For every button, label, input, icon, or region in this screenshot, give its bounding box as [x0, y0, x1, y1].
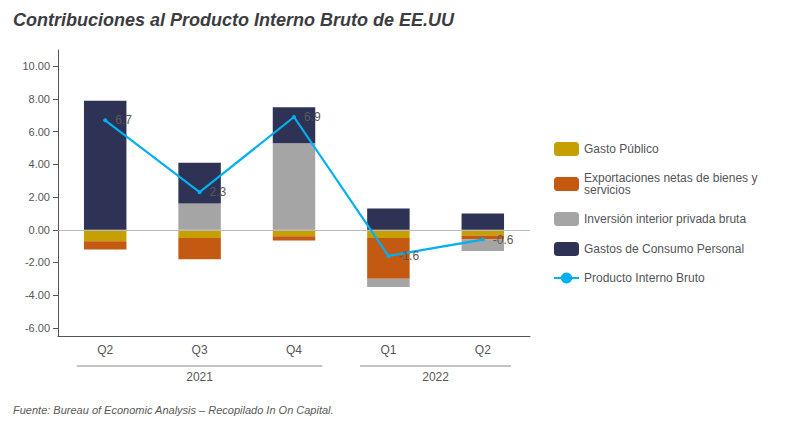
- svg-text:Gasto Público: Gasto Público: [584, 142, 659, 156]
- svg-text:6.7: 6.7: [115, 113, 132, 127]
- svg-text:2022: 2022: [422, 370, 449, 384]
- svg-text:Producto Interno Bruto: Producto Interno Bruto: [584, 271, 705, 285]
- svg-text:-6.00: -6.00: [25, 322, 50, 334]
- svg-text:2.3: 2.3: [210, 185, 227, 199]
- svg-text:-0.6: -0.6: [493, 233, 514, 247]
- svg-text:-4.00: -4.00: [25, 289, 50, 301]
- svg-text:Contribuciones al Producto Int: Contribuciones al Producto Interno Bruto…: [13, 10, 455, 30]
- svg-text:Gastos de Consumo Personal: Gastos de Consumo Personal: [584, 242, 744, 256]
- svg-text:0.00: 0.00: [29, 224, 50, 236]
- svg-text:Q2: Q2: [97, 343, 113, 357]
- svg-text:2021: 2021: [186, 370, 213, 384]
- svg-text:8.00: 8.00: [29, 93, 50, 105]
- svg-text:Exportaciones netas de bienes: Exportaciones netas de bienes y: [584, 171, 758, 185]
- svg-text:Inversión interior privada bru: Inversión interior privada bruta: [584, 212, 746, 226]
- svg-text:Fuente: Bureau of Economic Ana: Fuente: Bureau of Economic Analysis – Re…: [13, 404, 334, 416]
- svg-text:2.00: 2.00: [29, 191, 50, 203]
- svg-text:servicios: servicios: [584, 183, 631, 197]
- svg-text:Q3: Q3: [192, 343, 208, 357]
- svg-text:10.00: 10.00: [22, 60, 50, 72]
- svg-text:-2.00: -2.00: [25, 256, 50, 268]
- svg-text:4.00: 4.00: [29, 158, 50, 170]
- svg-text:Q2: Q2: [475, 343, 491, 357]
- svg-text:Q4: Q4: [286, 343, 302, 357]
- svg-text:Q1: Q1: [380, 343, 396, 357]
- svg-text:-1.6: -1.6: [398, 249, 419, 263]
- svg-text:6.9: 6.9: [304, 110, 321, 124]
- svg-text:6.00: 6.00: [29, 126, 50, 138]
